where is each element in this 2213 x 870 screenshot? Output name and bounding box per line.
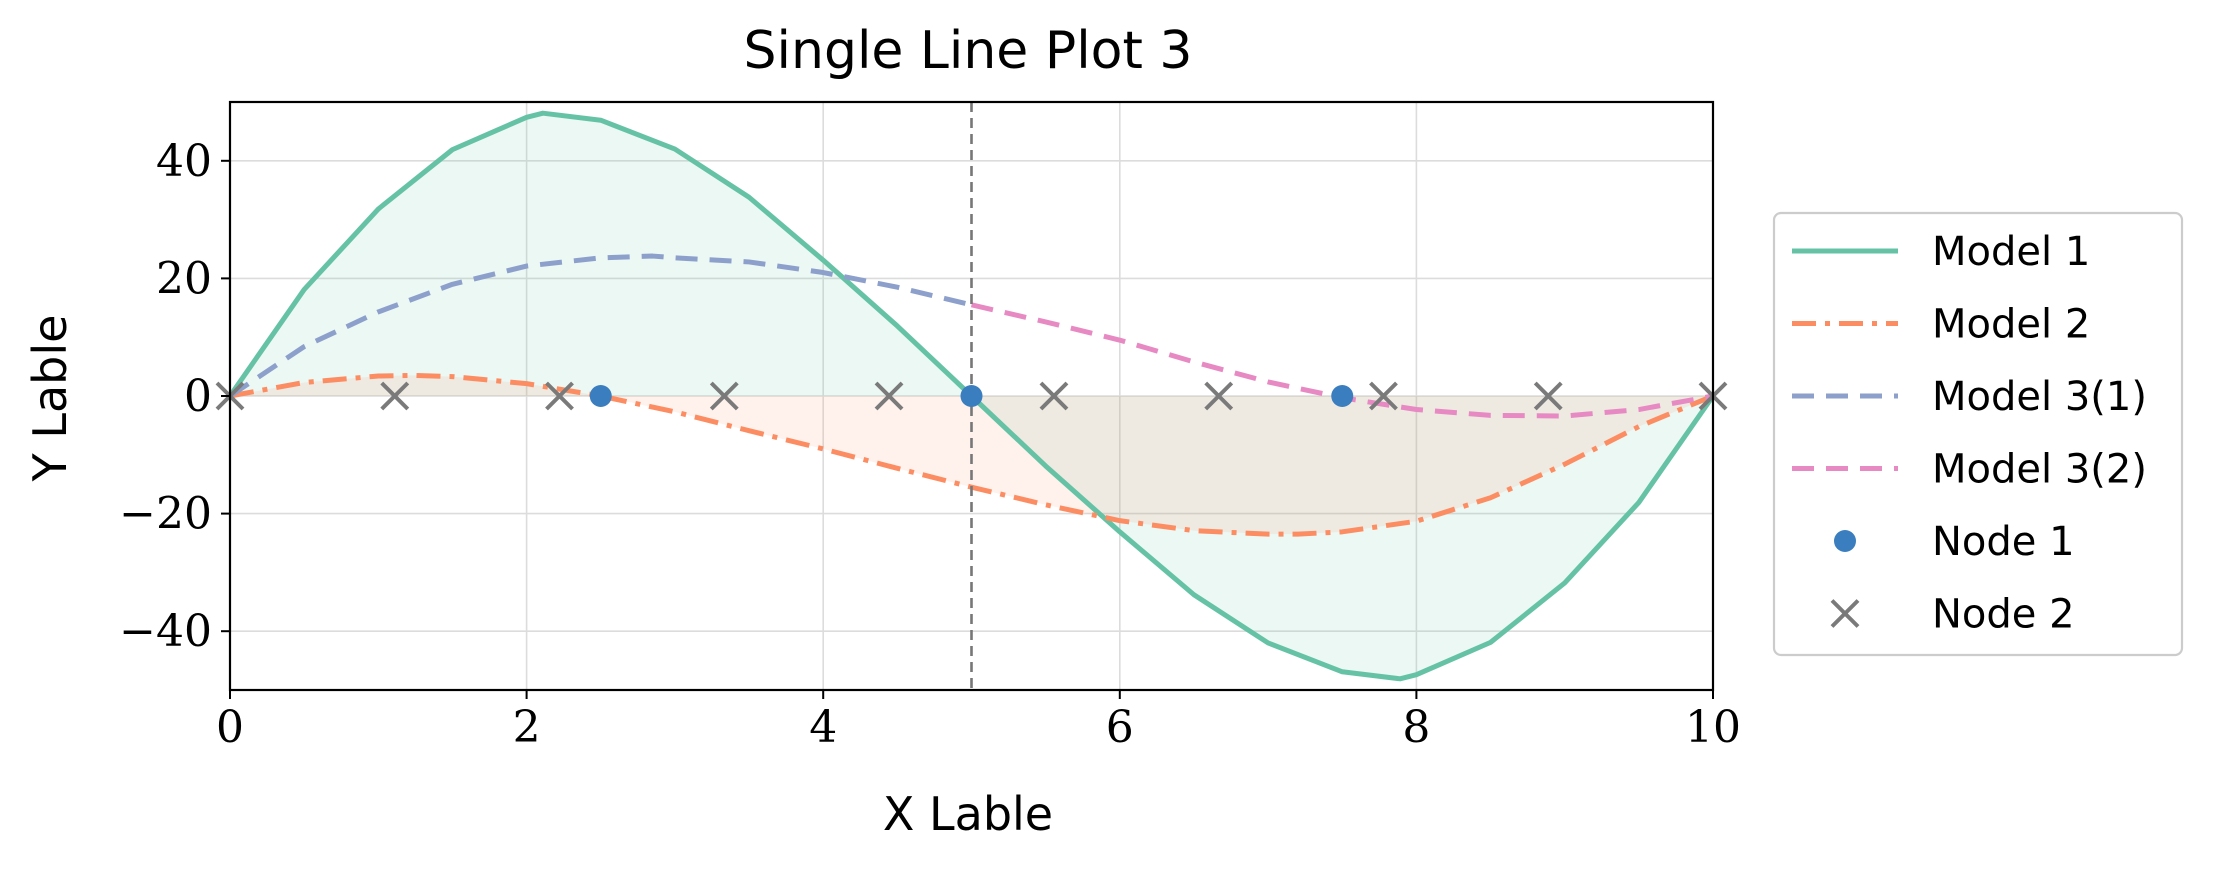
- x-tick-label: 8: [1402, 702, 1430, 753]
- x-axis-label: X Lable: [883, 787, 1053, 841]
- x-tick-label: 10: [1685, 702, 1741, 753]
- marker-x: [709, 381, 739, 411]
- legend-item-node-2: Node 2: [1830, 592, 2075, 638]
- x-tick-label: 6: [1106, 702, 1134, 753]
- legend-label: Node 1: [1932, 519, 2075, 565]
- legend-item-model-2: Model 2: [1792, 302, 2090, 348]
- y-tick-label: 40: [156, 136, 212, 187]
- marker-circle: [1834, 530, 1856, 552]
- marker-circle: [960, 385, 983, 407]
- marker-x: [545, 381, 574, 411]
- marker-x: [1533, 381, 1563, 411]
- legend-item-model-1: Model 1: [1792, 229, 2090, 275]
- y-tick-label: −40: [119, 606, 212, 657]
- marker-x: [1039, 381, 1069, 411]
- marker-x: [1369, 381, 1398, 411]
- chart-title: Single Line Plot 3: [744, 21, 1193, 81]
- series-line-model-3-1-: [228, 253, 973, 399]
- legend-box: [1772, 211, 2184, 657]
- legend-item-model-3-2-: Model 3(2): [1792, 447, 2147, 493]
- legend-label: Model 3(1): [1932, 374, 2147, 420]
- legend-item-model-3-1-: Model 3(1): [1792, 374, 2147, 420]
- axis-ticks: 0 2 4 6 8 10 −40 −20 0 20 40: [119, 136, 1741, 753]
- legend-label: Model 1: [1932, 229, 2090, 275]
- legend-label: Model 3(2): [1932, 447, 2147, 493]
- x-tick-label: 2: [513, 702, 541, 753]
- legend: Model 1 Model 2 Model 3(1) Model 3(2) Node 1…: [1772, 211, 2184, 657]
- marker-x: [874, 381, 904, 411]
- legend-label: Node 2: [1932, 592, 2075, 638]
- marker-x: [1830, 599, 1860, 628]
- marker-x: [1204, 381, 1234, 411]
- legend-label: Model 2: [1932, 302, 2090, 348]
- marker-x: [380, 381, 410, 411]
- y-tick-label: 0: [184, 371, 212, 422]
- x-tick-label: 0: [216, 702, 244, 753]
- y-axis-label: Y Lable: [23, 315, 77, 483]
- y-tick-label: 20: [156, 253, 212, 304]
- y-tick-label: −20: [119, 489, 212, 540]
- x-tick-label: 4: [809, 702, 837, 753]
- legend-item-node-1: Node 1: [1834, 519, 2075, 565]
- marker-circle: [589, 385, 612, 407]
- marker-circle: [1331, 385, 1354, 407]
